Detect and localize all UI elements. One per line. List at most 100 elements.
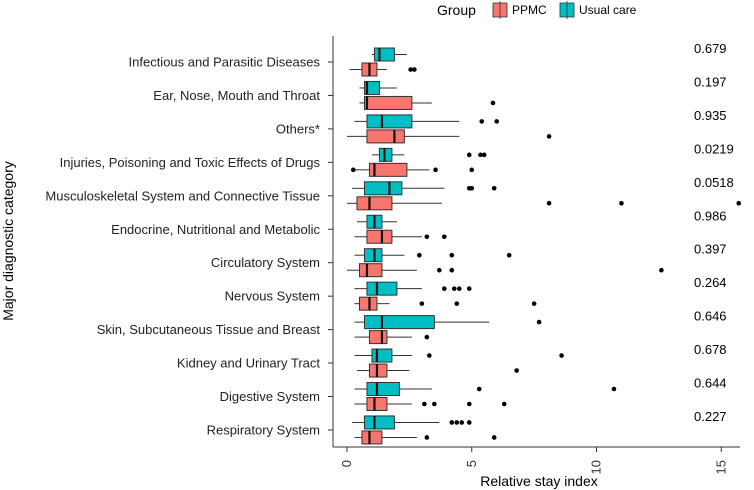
outlier-point [424,435,430,440]
box-iqr [366,281,398,296]
outlier-point [454,420,460,425]
outlier-point [427,353,432,358]
box-iqr [366,382,400,396]
ppmc-box [356,363,519,378]
outlier-point [501,401,507,407]
outlier-point [456,286,462,291]
box-iqr [373,47,395,62]
ppmc-box [354,330,430,345]
ppmc-box [354,296,537,311]
outlier-point [481,152,487,158]
outlier-point [469,167,475,173]
outlier-point [469,186,475,191]
usual-care-box [371,147,487,162]
p-value-label: 0.644 [694,376,727,391]
box-iqr [358,296,378,311]
outlier-point [479,119,485,124]
category-label: Nervous System [225,289,320,304]
ppmc-box [354,229,447,244]
p-value-label: 0.0518 [694,175,734,190]
category-label: Circulatory System [211,255,320,270]
x-tick-label: 15 [713,460,728,474]
legend: Group PPMC Usual care [437,1,637,19]
box-iqr [368,162,408,177]
p-value-label: 0.986 [694,208,727,223]
outlier-point [432,401,437,407]
legend-item: Usual care [559,1,637,19]
outlier-point [433,167,438,173]
category-label: Kidney and Urinary Tract [177,356,320,371]
x-tick-label: 10 [589,460,604,474]
outlier-point [417,252,422,258]
category-label: Others* [276,121,320,136]
category-label: Respiratory System [207,422,320,437]
box-iqr [361,430,383,445]
box-iqr [366,229,393,244]
outlier-point [536,319,542,325]
ppmc-box [347,196,742,211]
outlier-point [437,267,442,273]
outlier-point [424,334,430,340]
usual-care-box [354,281,472,296]
usual-care-box [354,248,512,263]
box-iqr [371,348,393,363]
p-value-label: 0.646 [694,309,727,324]
outlier-point [466,152,472,158]
ppmc-box [359,95,496,110]
legend-label: PPMC [512,3,547,17]
outlier-point [449,420,455,425]
outlier-point [459,420,465,425]
usual-care-box [351,415,472,430]
box-iqr [366,397,388,411]
outlier-point [350,167,356,173]
outlier-point [559,353,564,358]
outlier-point [491,435,497,440]
category-label: Endocrine, Nutritional and Metabolic [111,222,320,237]
box-iqr [363,248,383,263]
outlier-point [424,234,430,240]
outlier-point [408,67,413,72]
p-value-label: 0.678 [694,342,727,357]
outlier-point [478,152,483,158]
box-iqr [358,263,383,278]
box-iqr [363,80,380,95]
outlier-point [494,119,500,124]
ppmc-box [354,397,507,411]
ppmc-box [347,263,664,278]
box-iqr [368,363,388,378]
outlier-point [442,234,447,240]
box-iqr [366,129,405,144]
category-label: Infectious and Parasitic Diseases [129,55,321,70]
usual-care-box [371,47,407,62]
ppmc-box [349,62,417,77]
category-label: Digestive System [220,389,320,404]
p-value-label: 0.679 [694,41,727,56]
outlier-point [419,301,425,306]
box-iqr [366,114,413,129]
outlier-point [449,252,455,258]
legend-title: Group [437,2,476,18]
p-value-label: 0.935 [694,108,727,123]
outlier-point [412,67,417,72]
box-iqr [363,415,395,430]
ppmc-box [347,129,552,144]
category-label: Ear, Nose, Mouth and Throat [153,88,320,103]
legend-item: PPMC [492,1,547,19]
usual-care-box [354,382,617,396]
p-value-label: 0.0219 [694,141,734,156]
outlier-point [449,267,455,273]
outlier-point [546,201,552,206]
outlier-point [514,368,519,373]
outlier-point [531,301,537,306]
x-tick-label: 0 [339,460,354,467]
outlier-point [451,286,457,291]
x-tick-label: 5 [464,460,479,467]
ppmc-box [350,162,475,177]
outlier-point [454,301,460,306]
category-label: Musculoskeletal System and Connective Ti… [45,188,320,203]
usual-care-box [354,348,564,363]
usual-care-box [354,315,542,330]
outlier-point [611,386,617,392]
y-axis-title: Major diagnostic category [0,161,16,321]
outlier-point [546,134,552,139]
